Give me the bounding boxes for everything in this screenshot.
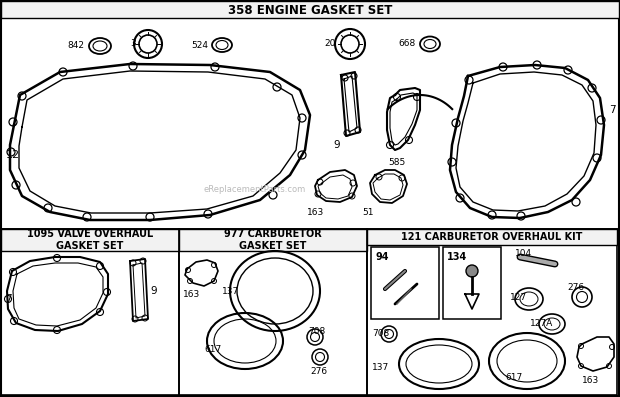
Text: 121 CARBURETOR OVERHAUL KIT: 121 CARBURETOR OVERHAUL KIT bbox=[401, 232, 583, 242]
Text: 708: 708 bbox=[308, 326, 326, 335]
Text: 163: 163 bbox=[307, 208, 324, 217]
Text: 276: 276 bbox=[567, 283, 584, 291]
Text: 617: 617 bbox=[204, 345, 221, 353]
Text: 3: 3 bbox=[130, 39, 136, 48]
Text: 9: 9 bbox=[150, 286, 157, 296]
Bar bbox=[371, 247, 439, 319]
Bar bbox=[179, 229, 367, 251]
Bar bbox=[1, 229, 179, 395]
Text: 276: 276 bbox=[310, 368, 327, 376]
Bar bbox=[179, 229, 367, 395]
Text: 9: 9 bbox=[333, 140, 340, 150]
Bar bbox=[1, 1, 619, 229]
Bar bbox=[443, 247, 501, 319]
Bar bbox=[367, 229, 617, 245]
Text: 163: 163 bbox=[582, 376, 600, 385]
Text: 12: 12 bbox=[6, 150, 20, 160]
Text: 127A: 127A bbox=[530, 320, 553, 328]
Text: 20: 20 bbox=[325, 39, 336, 48]
Text: 842: 842 bbox=[67, 42, 84, 50]
Text: 104: 104 bbox=[515, 249, 532, 258]
Text: 585: 585 bbox=[388, 158, 405, 167]
Text: 7: 7 bbox=[609, 105, 616, 115]
Text: 668: 668 bbox=[399, 39, 416, 48]
Text: 7: 7 bbox=[5, 294, 12, 304]
Text: 137: 137 bbox=[372, 362, 389, 372]
Bar bbox=[1, 1, 619, 18]
Text: 524: 524 bbox=[191, 40, 208, 50]
Text: 137: 137 bbox=[222, 287, 239, 295]
Bar bbox=[367, 229, 617, 395]
Text: 1095 VALVE OVERHAUL
GASKET SET: 1095 VALVE OVERHAUL GASKET SET bbox=[27, 229, 153, 251]
Ellipse shape bbox=[466, 265, 478, 277]
Text: 51: 51 bbox=[362, 208, 373, 217]
Text: 358 ENGINE GASKET SET: 358 ENGINE GASKET SET bbox=[228, 4, 392, 17]
Bar bbox=[1, 229, 179, 251]
Text: 127: 127 bbox=[510, 293, 527, 301]
Text: 708: 708 bbox=[372, 330, 389, 339]
Text: 163: 163 bbox=[183, 290, 200, 299]
Text: 977 CARBURETOR
GASKET SET: 977 CARBURETOR GASKET SET bbox=[224, 229, 322, 251]
Text: eReplacementParts.com: eReplacementParts.com bbox=[204, 185, 306, 195]
Text: 617: 617 bbox=[505, 372, 522, 382]
Text: 134: 134 bbox=[447, 252, 467, 262]
Text: 94: 94 bbox=[375, 252, 389, 262]
